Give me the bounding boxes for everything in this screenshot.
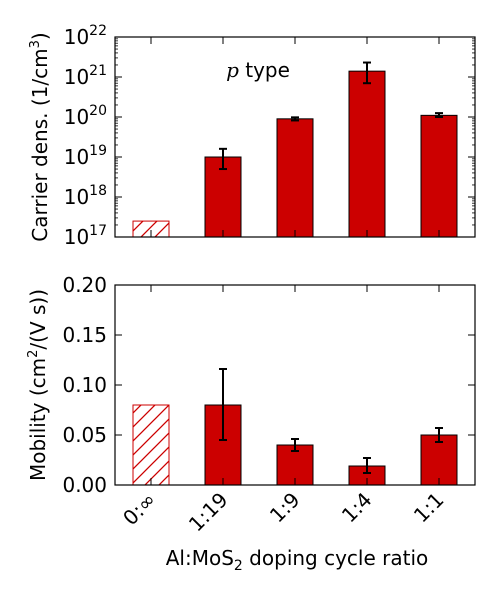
top-panel: 1017 1018 1019 1020 1021 1022 p type Carrier … <box>28 23 476 249</box>
x-category-label-1: 1:19 <box>184 488 233 537</box>
top-ylabel-close: ) <box>28 32 52 40</box>
top-bar-3 <box>348 70 386 238</box>
top-bar-2 <box>276 118 314 238</box>
bottom-y-axis-title: Mobility (cm2/(V s)) <box>26 289 50 481</box>
top-bar-4 <box>420 114 458 238</box>
bottom-bar-0 <box>132 404 170 486</box>
top-ytick-label-4: 1021 <box>64 63 107 89</box>
bottom-ytick-label-4: 0.20 <box>62 273 107 297</box>
top-ylabel-main: Carrier dens. (1/cm <box>28 48 52 241</box>
p-type-annotation: p type <box>226 58 290 82</box>
bottom-ytick-label-0: 0.00 <box>62 473 107 497</box>
top-y-axis-title: Carrier dens. (1/cm3) <box>28 32 52 241</box>
bottom-ylabel-sup: 2 <box>26 350 41 358</box>
bottom-ytick-label-2: 0.10 <box>62 373 107 397</box>
bottom-ylabel-main: Mobility (cm <box>26 358 50 481</box>
bottom-ylabel-close: /(V s)) <box>26 289 50 350</box>
bottom-ytick-label-1: 0.05 <box>62 423 107 447</box>
top-ylabel-sup: 3 <box>28 40 43 48</box>
top-bar-1 <box>204 156 242 238</box>
xlabel-rest: doping cycle ratio <box>243 546 428 570</box>
bottom-ytick-label-3: 0.15 <box>62 323 107 347</box>
x-category-label-3: 1:4 <box>337 488 377 528</box>
top-ytick-label-5: 1022 <box>64 23 107 49</box>
x-axis-title: Al:MoS2 doping cycle ratio <box>166 546 429 574</box>
x-category-label-2: 1:9 <box>265 488 305 528</box>
top-ytick-label-0: 1017 <box>64 223 107 249</box>
p-type-text: type <box>239 58 290 82</box>
top-ytick-label-3: 1020 <box>64 103 107 129</box>
top-ytick-label-1: 1018 <box>64 183 107 209</box>
p-type-italic: p <box>226 58 239 82</box>
x-category-label-0: 0:∞ <box>118 488 161 531</box>
top-ytick-label-2: 1019 <box>64 143 107 169</box>
x-category-label-4: 1:1 <box>409 488 449 528</box>
xlabel-sub: 2 <box>234 558 243 574</box>
xlabel-main: Al:MoS <box>166 546 234 570</box>
bottom-panel: 0.00 0.05 0.10 0.15 0.20 0:∞ 1:19 1:9 1:4 1:1 Mo… <box>26 273 476 574</box>
